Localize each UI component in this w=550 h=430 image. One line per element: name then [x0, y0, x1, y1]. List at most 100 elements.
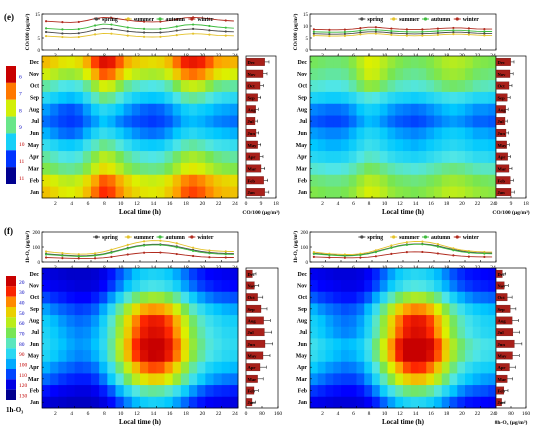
heatmap-cell — [465, 138, 474, 152]
heatmap-cell — [156, 326, 165, 339]
heatmap-cell — [66, 103, 76, 116]
heatmap-cell — [91, 396, 100, 409]
heatmap-cell — [58, 150, 67, 163]
heatmap-cell — [410, 396, 419, 409]
bar-month-label: Dec — [248, 60, 255, 65]
heatmap-cell — [333, 150, 342, 163]
heatmap-cell — [66, 79, 76, 92]
heatmap-cell — [107, 373, 116, 386]
series-point-autumn — [328, 254, 331, 257]
heatmap-cell — [348, 326, 357, 339]
heatmap-cell — [99, 268, 108, 281]
heatmap-cell — [403, 56, 412, 69]
heatmap-cell — [156, 268, 165, 281]
heatmap-cell — [213, 384, 223, 397]
series-point-winter — [312, 28, 315, 31]
heatmap-cell — [465, 186, 474, 199]
series-point-spring — [467, 31, 470, 34]
heatmap-cell — [410, 338, 419, 351]
heatmap-cell — [131, 373, 141, 386]
heatmap-cell — [387, 103, 396, 116]
heatmap-cell — [156, 349, 165, 362]
series-point-summer — [467, 33, 470, 36]
heatmap-cell — [472, 361, 481, 374]
heatmap-cell — [91, 186, 100, 199]
month-label: May — [296, 143, 307, 149]
heatmap-cell — [395, 268, 404, 281]
heatmap-cell — [74, 91, 84, 104]
heatmap-cell — [58, 162, 67, 175]
heatmap-cell — [99, 349, 108, 362]
heatmap-cell — [229, 91, 239, 104]
heatmap-cell — [465, 396, 474, 409]
heatmap-cell — [364, 56, 373, 69]
heatmap-cell — [457, 115, 466, 128]
heatmap-cell — [488, 338, 497, 351]
heatmap-cell — [465, 314, 474, 327]
heatmap-cell — [91, 303, 100, 316]
series-point-summer — [436, 243, 439, 246]
heatmap-cell — [348, 361, 357, 374]
heatmap-cell — [229, 103, 239, 116]
series-line-autumn — [46, 23, 234, 31]
heatmap-cell — [189, 79, 198, 92]
scale-label: 11 — [19, 159, 25, 165]
heatmap-cell — [434, 162, 443, 175]
heatmap-cell — [480, 79, 489, 92]
heatmap-cell — [418, 279, 427, 292]
legend-label-autumn: autumn — [431, 235, 451, 241]
heatmap-cell — [91, 138, 100, 152]
diurnal-ylabel: CO/100 (μg/m³) — [24, 13, 31, 50]
heatmap-cell — [403, 138, 412, 152]
heatmap-cell — [229, 174, 239, 187]
heatmap-cell — [379, 384, 388, 397]
heatmap-cell — [449, 138, 458, 152]
heatmap-cell — [172, 91, 182, 104]
heatmap-cell — [418, 268, 427, 281]
heatmap-cell — [115, 127, 125, 140]
heatmap-cell — [82, 115, 92, 128]
heatmap-cell — [317, 174, 326, 187]
heatmap-cell — [348, 91, 357, 104]
month-label: May — [28, 354, 39, 360]
legend-label-autumn: autumn — [166, 235, 186, 241]
diurnal-ytick-label: 5 — [306, 37, 309, 42]
bar-month-label: Oct — [248, 84, 256, 89]
heatmap-cell — [333, 67, 342, 81]
series-point-spring — [159, 31, 162, 34]
heatmap-xtick-label: 18 — [444, 201, 450, 207]
heatmap-cell — [99, 56, 108, 69]
heatmap-cell — [348, 103, 357, 116]
heatmap-cell — [488, 138, 497, 152]
series-point-autumn — [452, 29, 455, 32]
heatmap-cell — [221, 303, 231, 316]
series-line-spring — [313, 31, 493, 35]
heatmap-cell — [434, 303, 443, 316]
heatmap-cell — [333, 338, 342, 351]
heatmap-cell — [426, 79, 435, 92]
heatmap-cell — [172, 326, 182, 339]
heatmap-cell — [480, 115, 489, 128]
heatmap-cell — [91, 268, 100, 281]
legend: spring summer autumn winter — [92, 235, 214, 241]
pollutant-label: 1h-O₃ — [6, 406, 23, 414]
heatmap-cell — [156, 79, 165, 92]
heatmap-cell — [189, 127, 198, 140]
heatmap-cell — [50, 150, 59, 163]
bars-xtick-label: 0 — [495, 411, 498, 417]
legend-marker-winter — [190, 235, 194, 239]
month-label: Mar — [296, 166, 307, 172]
heatmap-cell — [156, 279, 165, 292]
heatmap-cell — [403, 303, 412, 316]
heatmap-cell — [372, 279, 381, 292]
heatmap-cell — [74, 268, 84, 281]
heatmap-cell — [91, 91, 100, 104]
heatmap-cell — [164, 373, 174, 386]
heatmap-cell — [488, 162, 497, 175]
heatmap-cell — [457, 326, 466, 339]
heatmap-cell — [333, 384, 342, 397]
